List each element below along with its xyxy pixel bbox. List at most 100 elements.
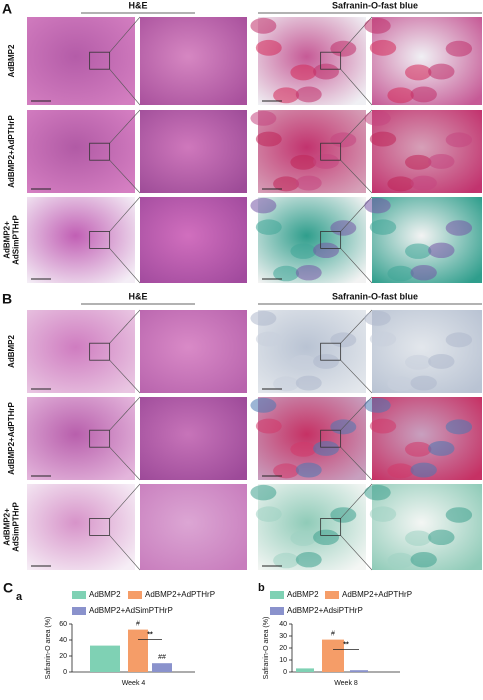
y-tick-label: 60	[59, 621, 67, 628]
zoom-line	[340, 69, 373, 106]
column-header: Safranin-O-fast blue	[332, 0, 418, 10]
stain-blob	[273, 376, 300, 392]
y-axis-label: Safranin-O area (%)	[45, 617, 52, 680]
stain-blob	[290, 354, 317, 370]
row-label: AdSimPTHrP	[12, 501, 21, 551]
row-label: AdBMP2+	[3, 221, 12, 259]
stain-blob	[250, 484, 277, 501]
stain-blob	[405, 354, 432, 370]
stain-blob	[273, 463, 300, 479]
column-header: H&E	[128, 0, 147, 10]
legend-label: AdBMP2+AdSimPTHrP	[89, 606, 173, 615]
stain-blob	[428, 440, 455, 456]
stain-blob	[330, 419, 357, 435]
zoom-line	[109, 396, 141, 431]
bar	[128, 629, 148, 672]
zoom-line	[109, 16, 141, 53]
stain-blob	[410, 86, 437, 103]
stain-blob	[250, 397, 277, 413]
stain-blob	[387, 265, 414, 282]
stain-blob	[313, 153, 340, 169]
zoom-box	[89, 342, 111, 361]
legend-label: AdBMP2	[287, 590, 319, 599]
y-axis-label: Safranin-O area (%)	[263, 617, 270, 680]
y-tick-label: 40	[59, 637, 67, 644]
stain-blob	[445, 419, 473, 435]
zoom-box	[320, 51, 342, 70]
stain-blob	[387, 87, 414, 104]
tissue-image	[140, 197, 247, 283]
tissue-image	[140, 397, 247, 480]
stain-blob	[428, 63, 455, 80]
zoom-box	[89, 51, 111, 70]
y-tick-label: 20	[279, 645, 287, 652]
tissue-image	[27, 17, 135, 105]
stain-blob	[295, 264, 322, 281]
stain-blob	[295, 86, 322, 103]
tissue-image	[27, 110, 135, 193]
zoom-box	[89, 518, 111, 536]
stain-blob	[313, 242, 340, 259]
stain-blob	[364, 197, 391, 214]
y-tick-label: 10	[279, 657, 287, 664]
y-tick-label: 30	[279, 633, 287, 640]
chart-label: a	[16, 591, 23, 603]
stain-blob	[410, 462, 437, 478]
stain-blob	[255, 506, 282, 522]
stain-blob	[405, 64, 432, 81]
stain-blob	[255, 418, 282, 434]
stain-blob	[290, 530, 317, 546]
stain-blob	[428, 353, 455, 369]
stain-blob	[369, 331, 397, 347]
stain-blob	[250, 197, 277, 214]
tissue-image	[27, 484, 135, 570]
stain-blob	[410, 264, 437, 281]
y-tick-label: 40	[279, 621, 287, 628]
stain-blob	[445, 220, 473, 236]
stain-blob	[410, 551, 437, 568]
stain-blob	[313, 63, 340, 80]
bar	[350, 670, 368, 672]
stain-blob	[273, 176, 300, 192]
bar	[152, 663, 172, 672]
zoom-line	[109, 69, 141, 106]
zoom-line	[109, 535, 141, 571]
panel-label: C	[3, 580, 13, 596]
zoom-line	[109, 196, 141, 232]
stain-blob	[445, 507, 473, 523]
annotation: ##	[158, 654, 166, 661]
legend-label: AdBMP2+AdPTHrP	[145, 590, 215, 599]
row-label: AdBMP2+AdPTHrP	[7, 402, 16, 475]
y-tick-label: 0	[63, 669, 67, 676]
tissue-image	[140, 484, 247, 570]
tissue-image	[27, 197, 135, 283]
zoom-line	[109, 248, 141, 284]
stain-blob	[313, 529, 340, 546]
tissue-image	[140, 110, 247, 193]
zoom-box	[89, 230, 111, 249]
stain-blob	[330, 40, 357, 57]
zoom-line	[109, 446, 141, 481]
y-tick-label: 0	[283, 669, 287, 676]
zoom-line	[109, 109, 141, 144]
stain-blob	[255, 331, 282, 347]
row-label: AdBMP2+	[3, 508, 12, 546]
row-label: AdBMP2	[7, 335, 16, 368]
annotation: #	[331, 630, 335, 637]
stain-blob	[290, 154, 317, 170]
stain-blob	[273, 87, 300, 104]
stain-blob	[405, 441, 432, 457]
stain-blob	[255, 219, 282, 235]
stain-blob	[369, 131, 397, 147]
legend-swatch	[72, 591, 86, 599]
stain-blob	[387, 176, 414, 192]
zoom-box	[320, 142, 342, 161]
stain-blob	[410, 375, 437, 391]
stain-blob	[250, 17, 277, 34]
stain-blob	[255, 39, 282, 56]
stain-blob	[445, 40, 473, 57]
stain-blob	[330, 132, 357, 148]
chart-label: b	[258, 582, 265, 594]
annotation: **	[147, 631, 153, 638]
